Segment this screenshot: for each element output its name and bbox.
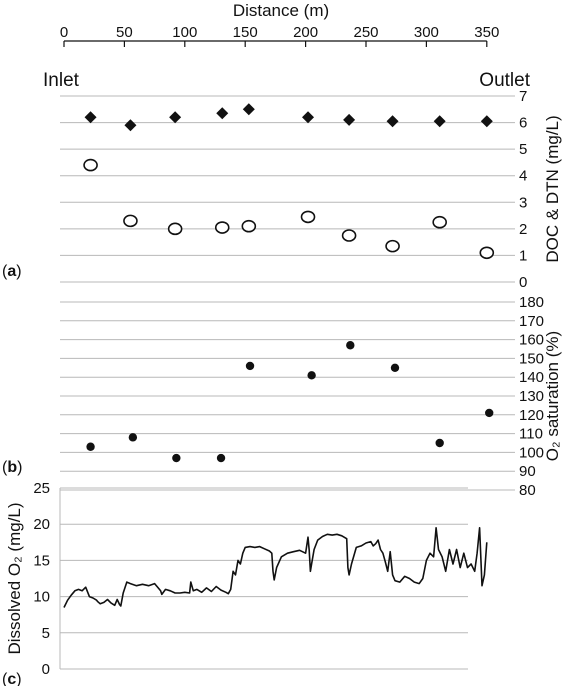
y-tick-label: 140	[519, 369, 544, 386]
o2-saturation-point	[346, 341, 355, 350]
y-tick-label: 1	[519, 247, 527, 264]
diamond-point	[302, 111, 315, 124]
y-tick-label: 5	[519, 141, 527, 158]
panel-a-doc-dtn: 0 1 2 3 4 5 6 7 DOC & DTN (mg/L) (a)	[2, 88, 562, 291]
o2-saturation-point	[485, 408, 494, 418]
distance-tick-label: 100	[172, 24, 197, 41]
diamond-point	[169, 111, 182, 124]
y-tick-label: 150	[519, 350, 544, 367]
diamond-point	[480, 115, 493, 128]
o2-saturation-point	[307, 371, 316, 380]
y-axis-title: O₂ saturation (%)	[543, 331, 562, 461]
y-tick-label: 6	[519, 115, 527, 132]
distance-tick-label: 150	[233, 24, 258, 41]
y-tick-label: 130	[519, 388, 544, 405]
distance-tick-label: 0	[60, 24, 68, 41]
o2-saturation-point	[216, 453, 226, 463]
circle-point	[123, 214, 138, 228]
y-tick-label: 160	[519, 332, 544, 349]
diamond-point	[216, 107, 229, 120]
circle-point	[341, 229, 357, 242]
y-tick-label: 7	[519, 88, 527, 105]
distance-axis: 0 50 100 150 200 250 300 350	[60, 24, 499, 47]
y-tick-label: 100	[519, 444, 544, 461]
circle-point	[167, 222, 183, 236]
distance-tick-label: 200	[293, 24, 318, 41]
diamond-point	[433, 115, 446, 128]
outlet-label: Outlet	[479, 70, 530, 91]
y-tick-label: 90	[519, 463, 536, 480]
circle-point	[479, 246, 495, 260]
y-tick-label: 20	[33, 516, 50, 533]
o2-saturation-point	[172, 453, 181, 463]
circle-point	[432, 215, 447, 229]
circle-point	[385, 239, 400, 253]
y-tick-label: 110	[519, 426, 543, 443]
y-tick-label: 0	[42, 661, 50, 678]
y-tick-label: 15	[33, 552, 50, 569]
y-tick-label: 120	[519, 407, 544, 424]
y-tick-label: 0	[519, 274, 527, 291]
panel-c-dissolved-o2: 0 5 10 15 20 25 Dissolved O₂ (mg/L) (c)	[2, 480, 488, 686]
diamond-point	[124, 119, 137, 132]
y-tick-label: 3	[519, 194, 527, 211]
dissolved-o2-line	[63, 526, 488, 608]
panel-label: (c)	[2, 671, 22, 686]
o2-saturation-point	[245, 361, 255, 371]
diamond-point	[386, 115, 399, 128]
o2-saturation-point	[435, 438, 444, 448]
distance-axis-title: Distance (m)	[233, 1, 329, 20]
circle-point	[83, 158, 98, 172]
o2-saturation-point	[390, 363, 400, 372]
circle-point	[214, 221, 230, 234]
distance-tick-label: 350	[474, 24, 499, 41]
y-tick-label: 2	[519, 221, 527, 238]
y-tick-label: 4	[519, 168, 527, 185]
o2-saturation-point	[86, 442, 95, 451]
y-tick-label: 25	[33, 480, 50, 497]
o2-saturation-point	[128, 433, 138, 442]
distance-tick-label: 50	[116, 24, 133, 41]
panel-label: (b)	[2, 459, 22, 476]
y-axis-title: DOC & DTN (mg/L)	[543, 115, 562, 262]
y-axis-title: Dissolved O₂ (mg/L)	[5, 502, 24, 654]
diamond-point	[242, 103, 255, 116]
distance-tick-label: 300	[414, 24, 439, 41]
diamond-point	[343, 113, 356, 126]
y-tick-label: 5	[42, 625, 50, 642]
panel-label: (a)	[2, 263, 22, 280]
y-tick-label: 80	[519, 482, 536, 499]
y-tick-label: 10	[33, 589, 50, 606]
circle-point	[300, 210, 316, 224]
circle-point	[241, 219, 257, 233]
distance-tick-label: 250	[353, 24, 378, 41]
y-tick-label: 180	[519, 294, 544, 311]
diamond-point	[84, 111, 97, 124]
inlet-label: Inlet	[43, 70, 80, 91]
y-tick-label: 170	[519, 313, 544, 330]
